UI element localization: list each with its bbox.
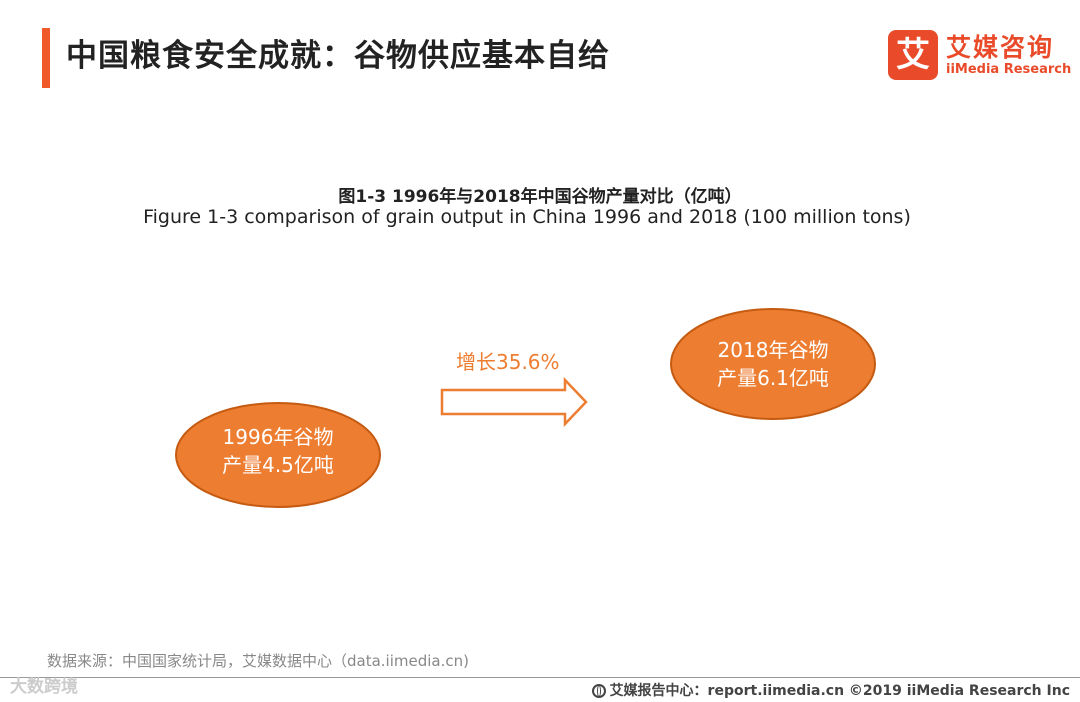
logo-mark-icon: 艾 xyxy=(888,30,938,80)
logo-name-cn: 艾媒咨询 xyxy=(946,33,1055,62)
figure-caption-cn: 图1-3 1996年与2018年中国谷物产量对比（亿吨） xyxy=(338,187,742,207)
node-2018-line2: 产量6.1亿吨 xyxy=(717,366,829,390)
brand-logo: 艾 艾媒咨询 iiMedia Research xyxy=(888,30,1072,82)
footer-copyright-text: 艾媒报告中心：report.iimedia.cn ©2019 iiMedia R… xyxy=(609,683,1070,699)
footer-divider xyxy=(0,677,1080,678)
watermark-text: 大数跨境 xyxy=(10,677,78,697)
page-title: 中国粮食安全成就：谷物供应基本自给 xyxy=(66,38,610,74)
footer-copyright: 艾媒报告中心：report.iimedia.cn ©2019 iiMedia R… xyxy=(591,680,1070,700)
data-source: 数据来源：中国国家统计局，艾媒数据中心（data.iimedia.cn) xyxy=(47,652,469,670)
node-2018-label: 2018年谷物 产量6.1亿吨 xyxy=(673,336,873,392)
node-2018-line1: 2018年谷物 xyxy=(717,338,829,362)
logo-name-en: iiMedia Research xyxy=(946,62,1072,77)
node-1996-shape xyxy=(175,402,381,508)
node-1996-line1: 1996年谷物 xyxy=(222,425,334,449)
figure-caption-en: Figure 1-3 comparison of grain output in… xyxy=(143,206,911,228)
growth-arrow-icon xyxy=(440,376,588,428)
node-1996-label: 1996年谷物 产量4.5亿吨 xyxy=(178,423,378,479)
title-accent-bar xyxy=(42,28,50,88)
globe-icon xyxy=(591,684,606,698)
node-2018-shape xyxy=(670,308,876,420)
node-1996-line2: 产量4.5亿吨 xyxy=(222,453,334,477)
growth-label: 增长35.6% xyxy=(456,350,560,374)
